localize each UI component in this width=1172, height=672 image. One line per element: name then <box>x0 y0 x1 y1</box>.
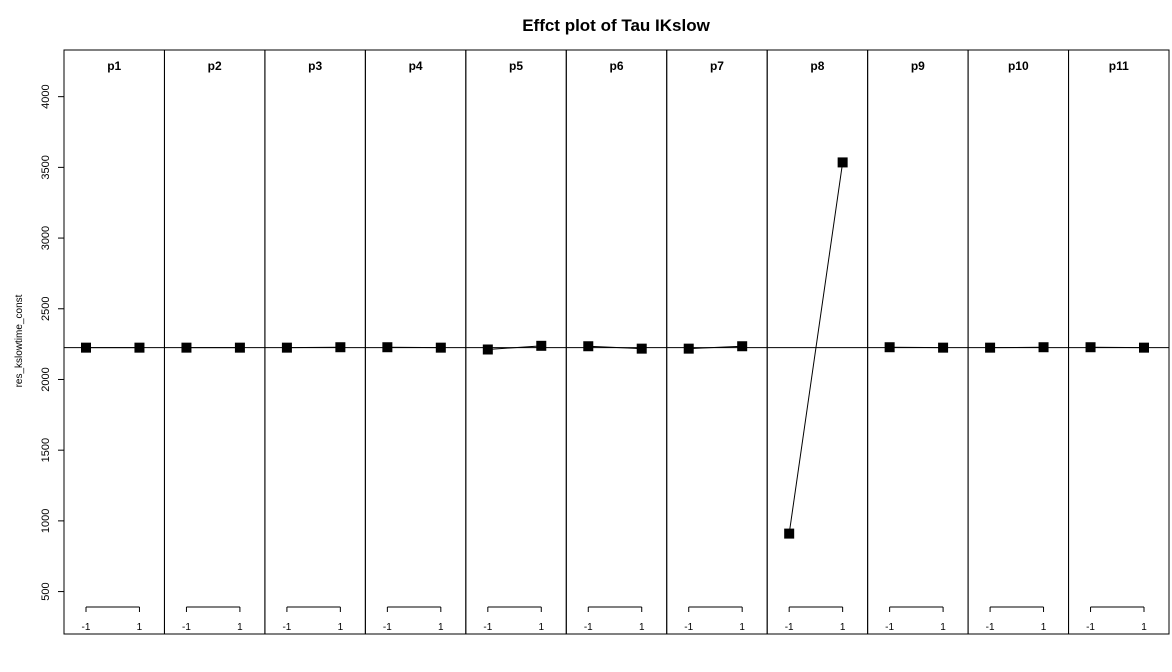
chart-title: Effct plot of Tau IKslow <box>522 16 710 35</box>
data-point <box>784 528 795 539</box>
x-tick-label: -1 <box>684 622 693 633</box>
x-tick-label: -1 <box>282 622 291 633</box>
panels: p1 -1 1 p2 -1 1 p3 -1 1 p4 -1 1 p5 -1 1 p6 -1 1 p7 -1 1 p8 -1 1… <box>63 49 1170 635</box>
panel-p8: p8 -1 1 <box>766 49 869 635</box>
y-tick-label: 3000 <box>40 226 52 250</box>
x-tick-label: -1 <box>82 622 91 633</box>
y-axis: 500 1000 1500 2000 2500 3000 3500 4000 <box>40 84 65 601</box>
panel-label: p4 <box>409 59 423 73</box>
panel-frame <box>967 49 1070 635</box>
x-tick-label: -1 <box>182 622 191 633</box>
x-tick-label: 1 <box>237 622 243 633</box>
data-point <box>636 343 647 354</box>
x-tick-label: 1 <box>940 622 946 633</box>
panel-p11: p11 -1 1 <box>1068 49 1170 635</box>
panel-p4: p4 -1 1 <box>364 49 467 635</box>
panel-frame <box>364 49 467 635</box>
panel-p7: p7 -1 1 <box>666 49 768 635</box>
x-tick-label: -1 <box>584 622 593 633</box>
panel-p1: p1 -1 1 <box>63 49 165 635</box>
y-axis-label: res_kslowtime_const <box>14 294 25 387</box>
panel-frame <box>163 49 266 635</box>
data-point <box>482 344 493 355</box>
x-tick-label: 1 <box>840 622 846 633</box>
panel-label: p8 <box>810 59 824 73</box>
data-point <box>837 157 848 168</box>
panel-p5: p5 -1 1 <box>465 49 567 635</box>
panel-frame <box>666 49 768 635</box>
y-tick-label: 500 <box>40 582 52 600</box>
data-point <box>683 343 694 354</box>
panel-p2: p2 -1 1 <box>163 49 266 635</box>
x-tick-label: -1 <box>986 622 995 633</box>
panel-frame <box>1068 49 1170 635</box>
y-tick-label: 1000 <box>40 509 52 533</box>
panel-label: p11 <box>1109 59 1129 73</box>
x-tick-label: 1 <box>1141 622 1147 633</box>
x-tick-label: 1 <box>538 622 544 633</box>
x-tick-label: -1 <box>483 622 492 633</box>
panel-label: p10 <box>1008 59 1029 73</box>
x-tick-label: 1 <box>438 622 444 633</box>
panel-p10: p10 -1 1 <box>967 49 1070 635</box>
x-tick-label: -1 <box>785 622 794 633</box>
panel-frame <box>565 49 668 635</box>
x-tick-label: 1 <box>137 622 143 633</box>
panel-frame <box>867 49 969 635</box>
panel-p6: p6 -1 1 <box>565 49 668 635</box>
panel-frame <box>264 49 366 635</box>
panel-label: p9 <box>911 59 925 73</box>
panel-p9: p9 -1 1 <box>867 49 969 635</box>
x-tick-label: -1 <box>885 622 894 633</box>
x-tick-label: -1 <box>1086 622 1095 633</box>
data-point <box>583 341 594 352</box>
x-tick-label: -1 <box>383 622 392 633</box>
y-tick-label: 1500 <box>40 438 52 462</box>
panel-label: p7 <box>710 59 724 73</box>
x-tick-label: 1 <box>739 622 745 633</box>
y-tick-label: 2000 <box>40 367 52 391</box>
x-tick-label: 1 <box>1041 622 1047 633</box>
panel-p3: p3 -1 1 <box>264 49 366 635</box>
panel-label: p6 <box>609 59 623 73</box>
panel-label: p1 <box>107 59 121 73</box>
x-tick-label: 1 <box>639 622 645 633</box>
y-tick-label: 3500 <box>40 155 52 179</box>
data-point <box>737 341 748 352</box>
y-tick-label: 4000 <box>40 84 52 108</box>
panel-frame <box>465 49 567 635</box>
panel-frame <box>766 49 869 635</box>
panel-label: p3 <box>308 59 322 73</box>
data-point <box>536 340 547 351</box>
panel-label: p2 <box>208 59 222 73</box>
panel-frame <box>63 49 165 635</box>
y-tick-label: 2500 <box>40 297 52 321</box>
x-tick-label: 1 <box>338 622 344 633</box>
panel-label: p5 <box>509 59 523 73</box>
